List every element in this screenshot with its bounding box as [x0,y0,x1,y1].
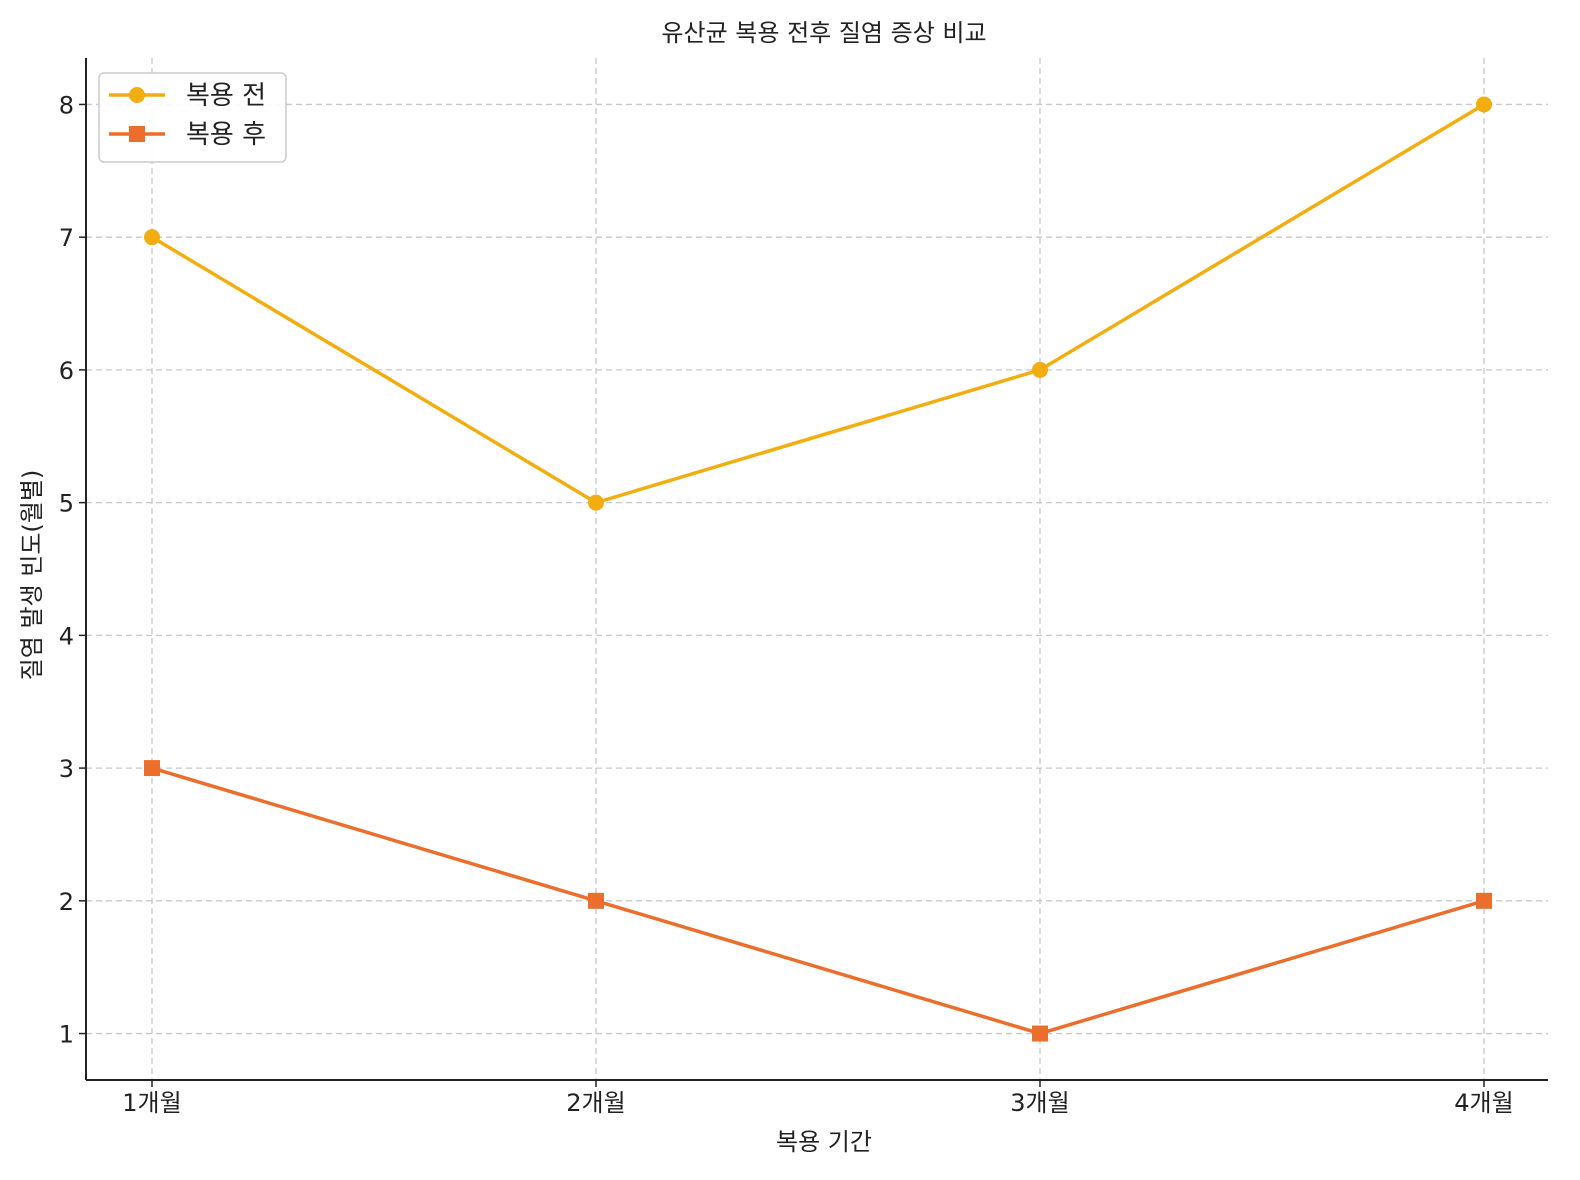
grid-lines [86,58,1548,1080]
data-point [588,494,604,511]
y-tick-label: 7 [59,224,74,252]
x-tick-label: 3개월 [1010,1089,1069,1117]
x-tick-label: 1개월 [122,1089,181,1117]
y-axis-label: 질염 발생 빈도(월별) [18,470,46,681]
legend-label: 복용 후 [186,120,266,150]
legend-entry: 복용 전 [109,81,266,111]
y-tick-label: 5 [59,490,74,518]
data-point [1476,892,1492,909]
x-tick-label: 4개월 [1454,1089,1513,1117]
axes [79,58,1548,1087]
legend-marker [129,87,145,103]
data-point [144,229,160,246]
series-1 [144,96,1492,511]
y-tick-label: 1 [59,1021,74,1049]
data-point [1032,361,1048,378]
data-point [1032,1025,1048,1042]
series-2 [144,760,1492,1042]
series-line [150,102,1486,505]
data-point [144,760,160,777]
chart-title: 유산균 복용 전후 질염 증상 비교 [661,19,986,47]
legend-label: 복용 전 [186,81,266,111]
x-axis-label: 복용 기간 [776,1128,872,1156]
legend-marker [129,126,145,142]
legend: 복용 전복용 후 [98,72,287,163]
data-point [1476,96,1492,113]
series-line [150,766,1486,1036]
y-tick-label: 8 [59,91,74,119]
y-tick-label: 6 [59,357,74,385]
data-point [588,892,604,909]
x-tick-label: 2개월 [566,1089,625,1117]
series-layer [144,96,1492,1042]
y-tick-label: 3 [59,755,74,783]
y-tick-label: 2 [59,888,74,916]
legend-entry: 복용 후 [109,120,266,150]
tick-labels: 1 2 3 4 5 6 7 8 1개월 2개월 3개월 4개월 [59,91,1514,1117]
y-tick-label: 4 [59,622,74,650]
